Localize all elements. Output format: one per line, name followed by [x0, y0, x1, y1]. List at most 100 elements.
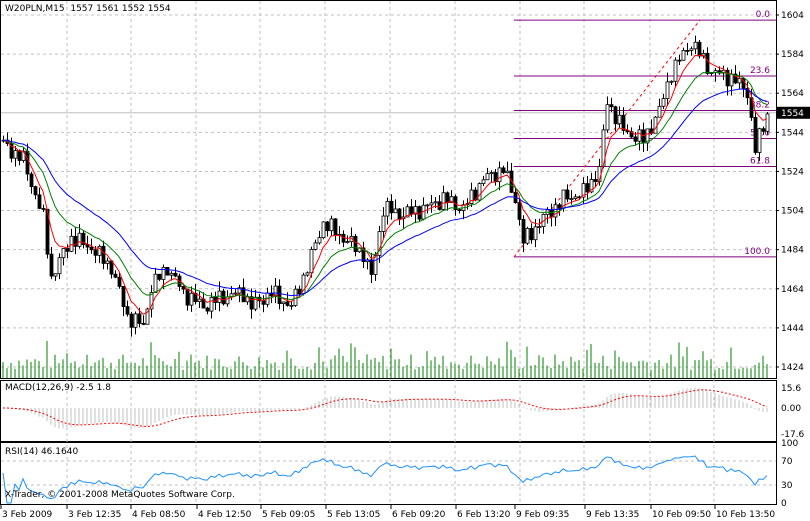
candle [37, 187, 42, 210]
candle-body [585, 183, 590, 193]
candle-body [693, 41, 698, 50]
candle-body [685, 50, 690, 52]
candle [753, 112, 758, 155]
candle [53, 273, 58, 281]
candle [117, 272, 122, 289]
price-tick-label: 1464 [781, 285, 804, 295]
candle [49, 247, 54, 280]
current-price-label: 1554 [781, 109, 804, 119]
candle [341, 230, 346, 248]
candle [245, 293, 250, 305]
fib-level-label: 23.6 [750, 66, 770, 76]
candle-body [117, 276, 122, 287]
rsi-panel-border [0, 442, 777, 505]
candle [593, 171, 598, 187]
candle [101, 240, 106, 270]
candle [21, 147, 26, 163]
fib-level-label: 0.0 [756, 10, 771, 20]
candle-body [101, 245, 106, 264]
candle-body [489, 172, 494, 175]
candle-body [241, 287, 246, 303]
candle [253, 289, 258, 312]
ma-fast-line [2, 54, 768, 315]
candle-body [617, 114, 622, 125]
candle-body [705, 52, 710, 74]
candle [257, 293, 262, 308]
candle [613, 105, 618, 132]
candle-body [761, 128, 766, 132]
candle-body [653, 116, 658, 134]
candle [565, 184, 570, 203]
candle [261, 295, 266, 313]
price-tick-label: 1544 [781, 128, 804, 138]
candle [461, 200, 466, 220]
candle [125, 300, 130, 317]
candle [617, 106, 622, 128]
rsi-line [2, 455, 768, 504]
candle [409, 199, 414, 217]
candle [105, 257, 110, 270]
candle [637, 125, 642, 151]
low-value: 1552 [121, 4, 145, 14]
candle-body [181, 286, 186, 290]
candle-body [281, 301, 286, 304]
candle [273, 277, 278, 304]
candle [621, 107, 626, 135]
candle-body [93, 249, 98, 256]
candle [181, 285, 186, 294]
candle [121, 286, 126, 317]
candle-body [529, 227, 534, 241]
candle-body [277, 285, 282, 304]
candle [157, 273, 162, 282]
candle [277, 279, 282, 310]
candle [585, 176, 590, 200]
candle [657, 98, 662, 118]
candle-body [533, 226, 538, 241]
candle-body [121, 286, 126, 307]
candle-body [161, 266, 166, 280]
candle-body [205, 307, 210, 312]
macd-tick-label: 15.6 [781, 384, 801, 394]
macd-signal-line [2, 389, 768, 427]
candle [541, 213, 546, 234]
main-panel-border [0, 0, 777, 379]
candle [345, 235, 350, 244]
candle-body [665, 81, 670, 100]
candle [645, 128, 650, 152]
candle [73, 226, 78, 255]
candle [233, 289, 238, 297]
candle-body [521, 218, 526, 244]
symbol-label: W20PLN,M15 [5, 4, 65, 14]
candle-body [317, 237, 322, 244]
candle [165, 266, 170, 276]
current-price-badge [777, 106, 810, 119]
candle-body [613, 106, 618, 125]
candle-body [397, 208, 402, 220]
candle-body [37, 194, 42, 209]
candle-body [61, 248, 66, 259]
candle [153, 267, 158, 293]
macd-label: MACD(12,26,9) -2.5 1.8 [5, 383, 111, 393]
time-label: 3 Feb 2009 [2, 510, 53, 520]
candle-body [145, 308, 150, 325]
candle-body [441, 192, 446, 210]
candle-body [69, 235, 74, 252]
candle-body [345, 241, 350, 244]
candle-body [149, 292, 154, 310]
rsi-tick-label: 70 [781, 457, 793, 467]
candle-body [565, 189, 570, 200]
candle-body [477, 183, 482, 201]
candle-body [13, 150, 18, 159]
candle [733, 65, 738, 85]
candle-body [333, 218, 338, 236]
macd-tick-label: 0.00 [781, 404, 801, 414]
candle [269, 285, 274, 304]
candle-body [557, 204, 562, 209]
candle-body [681, 50, 686, 61]
rsi-label: RSI(14) 46.1640 [5, 447, 79, 457]
candle-body [113, 273, 118, 278]
price-tick-label: 1584 [781, 50, 804, 60]
candle [677, 54, 682, 66]
candle [289, 300, 294, 310]
candle [641, 122, 646, 153]
